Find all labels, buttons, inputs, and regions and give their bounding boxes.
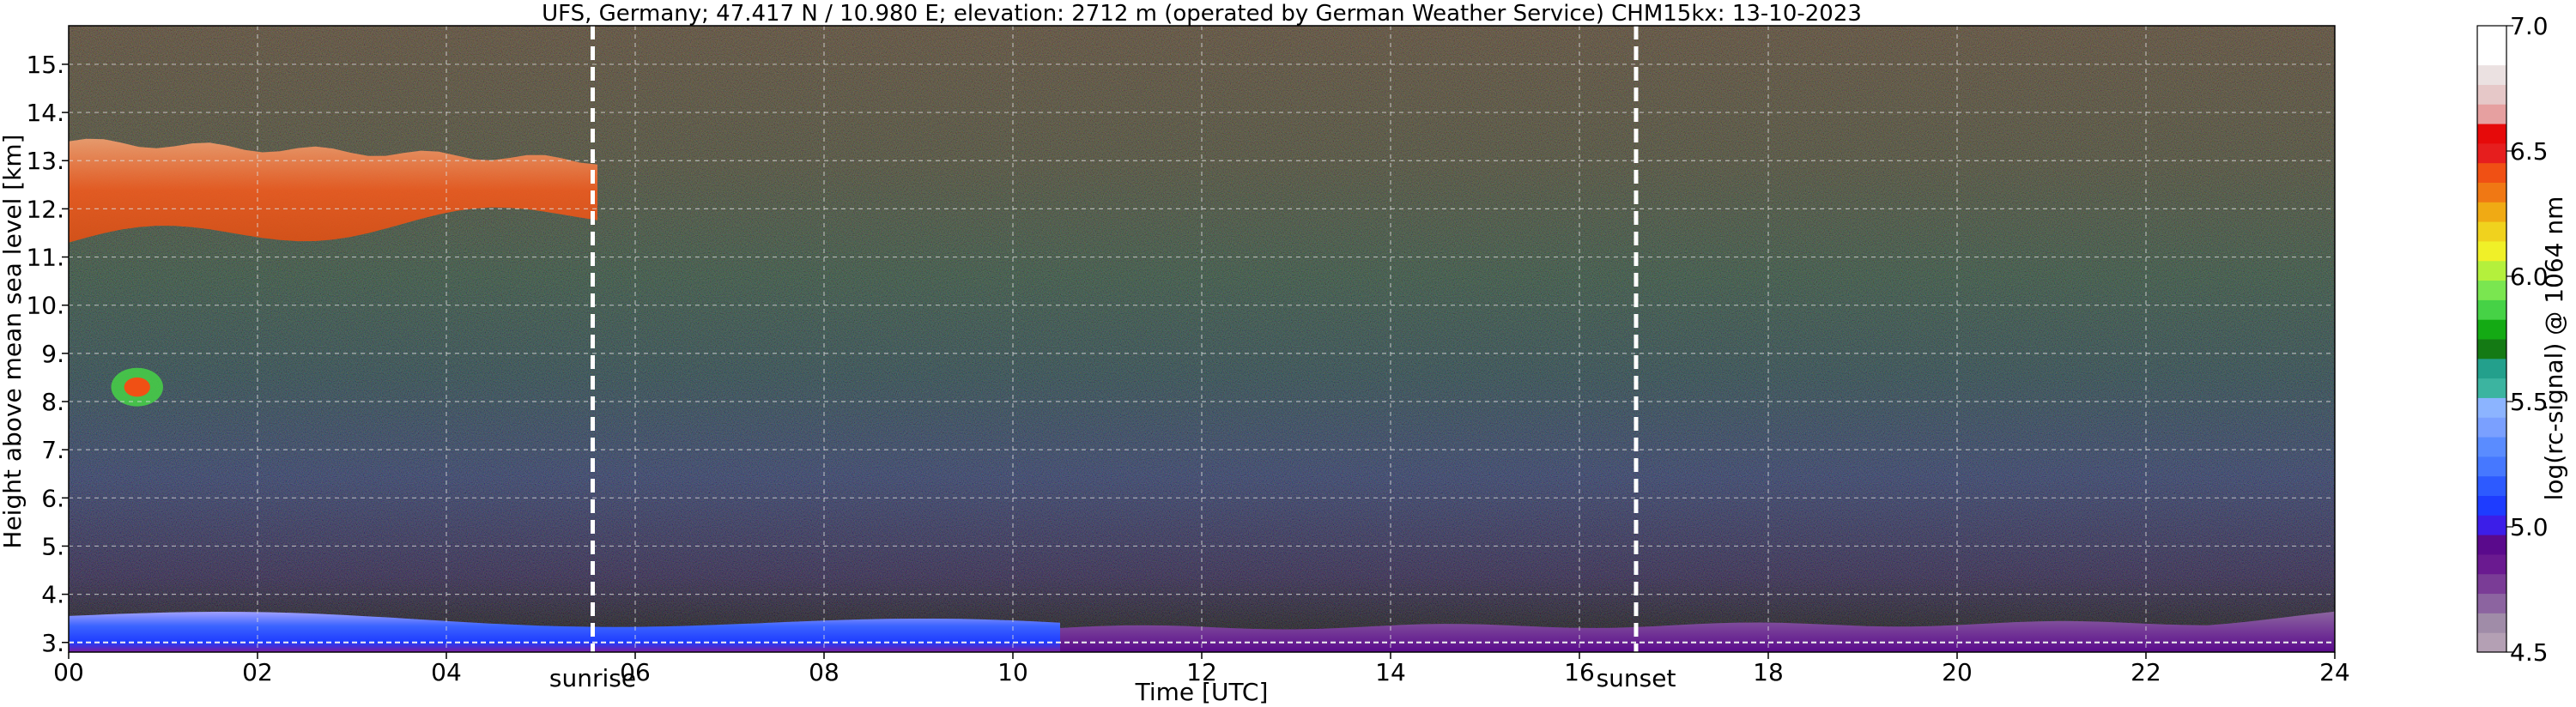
- colorbar-swatch: [2477, 280, 2506, 300]
- colorbar-swatch: [2477, 397, 2506, 418]
- colorbar-swatch: [2477, 613, 2506, 633]
- y-tick-label: 3.: [41, 629, 64, 657]
- y-tick-label: 10.: [26, 292, 64, 320]
- colorbar-tick-label: 6.5: [2510, 137, 2549, 166]
- boundary-layer-light: [1060, 611, 2335, 652]
- y-axis-label: Height above mean sea level [km]: [0, 134, 27, 548]
- colorbar-swatch: [2477, 378, 2506, 398]
- x-tick-label: 18: [1753, 658, 1784, 686]
- x-tick-label: 10: [997, 658, 1028, 686]
- colorbar-swatch: [2477, 124, 2506, 144]
- y-tick-label: 4.: [41, 581, 64, 609]
- colorbar-swatch: [2477, 260, 2506, 281]
- sunrise-label: sunrise: [549, 664, 636, 692]
- x-tick-label: 22: [2131, 658, 2161, 686]
- colorbar-swatch: [2477, 104, 2506, 124]
- x-axis: 00 02 04 06 08 10 12 14 16 18 20 22 24: [53, 25, 2350, 686]
- colorbar-swatch: [2477, 142, 2506, 164]
- chart-title: UFS, Germany; 47.417 N / 10.980 E; eleva…: [542, 1, 1862, 27]
- colorbar-swatch: [2477, 573, 2506, 595]
- x-tick-label: 24: [2319, 658, 2350, 686]
- x-tick-label: 12: [1186, 658, 1217, 686]
- colorbar-label: log(rc-signal) @ 1064 nm: [2540, 196, 2568, 501]
- y-tick-label: 15.: [26, 51, 64, 79]
- colorbar-swatch: [2477, 535, 2506, 555]
- cirrus-cloud: [69, 138, 597, 243]
- x-tick-label: 20: [1942, 658, 1973, 686]
- colorbar-swatch: [2477, 221, 2506, 242]
- x-tick-label: 16: [1564, 658, 1595, 686]
- colorbar-swatch: [2477, 45, 2506, 66]
- y-tick-label: 7.: [41, 436, 64, 464]
- x-tick-label: 04: [431, 658, 462, 686]
- x-tick-label: 06: [620, 658, 651, 686]
- x-axis-label: Time [UTC]: [1135, 678, 1269, 706]
- colorbar-swatch: [2477, 64, 2506, 85]
- boundary-layer-dense: [69, 612, 1060, 652]
- colorbar-swatch: [2477, 84, 2506, 105]
- colorbar-swatch: [2477, 437, 2506, 457]
- colorbar-swatch: [2477, 632, 2506, 653]
- colorbar-swatch: [2477, 456, 2506, 477]
- y-tick-label: 6.: [41, 484, 64, 512]
- colorbar-frame: [2476, 25, 2507, 653]
- cloud-patch-core: [124, 377, 150, 397]
- y-tick-label: 9.: [41, 340, 64, 368]
- colorbar-swatch: [2477, 202, 2506, 222]
- colorbar-swatch: [2477, 240, 2506, 262]
- x-tick-label: 00: [53, 658, 84, 686]
- colorbar-tick-label: 6.0: [2510, 263, 2549, 291]
- colorbar-tick-label: 4.5: [2510, 638, 2549, 667]
- colorbar-swatch: [2477, 162, 2506, 183]
- colorbar-swatch: [2477, 515, 2506, 535]
- colorbar-swatch: [2477, 358, 2506, 379]
- event-lines: sunrise sunset: [549, 26, 1676, 692]
- colorbar-swatch: [2477, 553, 2506, 575]
- colorbar-swatch: [2477, 417, 2506, 438]
- y-tick-label: 12.: [26, 195, 64, 223]
- x-tick-label: 08: [809, 658, 839, 686]
- colorbar-tick-label: 5.5: [2510, 388, 2549, 416]
- colorbar: 4.5 5.0 5.5 6.0 6.5 7.0: [2476, 12, 2549, 667]
- colorbar-swatch: [2477, 26, 2506, 46]
- colorbar-tick-label: 7.0: [2510, 12, 2549, 40]
- y-tick-label: 14.: [26, 99, 64, 127]
- colorbar-swatch: [2477, 495, 2506, 516]
- colorbar-swatch: [2477, 475, 2506, 496]
- x-tick-label: 14: [1375, 658, 1406, 686]
- colorbar-swatch: [2477, 593, 2506, 613]
- x-tick-label: 02: [242, 658, 273, 686]
- y-tick-label: 11.: [26, 244, 64, 272]
- colorbar-swatch: [2477, 319, 2506, 340]
- y-tick-label: 13.: [26, 147, 64, 175]
- y-tick-label: 8.: [41, 388, 64, 416]
- colorbar-swatch: [2477, 299, 2506, 320]
- sunset-label: sunset: [1597, 664, 1676, 692]
- colorbar-swatch: [2477, 182, 2506, 202]
- colorbar-tick-label: 5.0: [2510, 513, 2549, 541]
- y-axis: 3. 4. 5. 6. 7. 8. 9. 10. 11. 12. 13. 14. 15.: [26, 51, 69, 657]
- colorbar-swatch: [2477, 339, 2506, 360]
- y-tick-label: 5.: [41, 532, 64, 560]
